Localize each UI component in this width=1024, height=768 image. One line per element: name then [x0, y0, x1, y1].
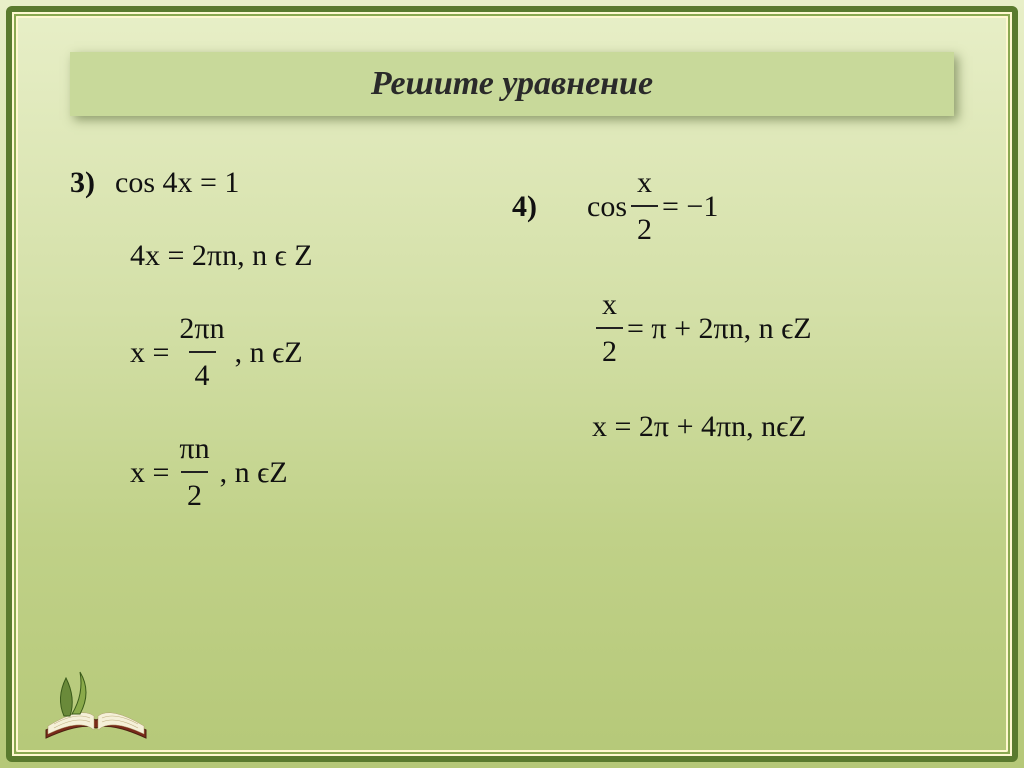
problem-4-line1: 4) cos x 2 = −1: [512, 160, 954, 252]
eq4-fraction: πn 2: [173, 426, 215, 518]
eq3-fraction: 2πn 4: [173, 306, 230, 398]
eq3-denominator: 4: [189, 351, 216, 398]
problem-4-line2: x 2 = π + 2πn, n ϵZ: [512, 282, 954, 374]
r-eq1-post: = −1: [662, 184, 718, 229]
r-eq2-fraction: x 2: [596, 282, 623, 374]
column-right: 4) cos x 2 = −1 x 2 = π + 2πn, n ϵZ x = …: [512, 160, 954, 708]
r-eq2-post: = π + 2πn, n ϵZ: [627, 306, 812, 351]
title-bar: Решите уравнение: [70, 52, 954, 116]
r-eq2-denominator: 2: [596, 327, 623, 374]
eq4-post: , n ϵZ: [220, 450, 288, 495]
problem-3-line4: x = πn 2 , n ϵZ: [70, 426, 512, 518]
problem-3-label: 3): [70, 160, 95, 205]
problem-4-label: 4): [512, 184, 537, 229]
r-eq1-pre: cos: [587, 184, 627, 229]
eq3-post: , n ϵZ: [235, 330, 303, 375]
eq3-numerator: 2πn: [173, 306, 230, 351]
column-left: 3) cos 4x = 1 4x = 2πn, n ϵ Z x = 2πn 4 …: [70, 160, 512, 708]
r-eq1-denominator: 2: [631, 205, 658, 252]
eq4-pre: x =: [130, 450, 169, 495]
problem-3-eq2: 4x = 2πn, n ϵ Z: [130, 233, 313, 278]
problem-3-line2: 4x = 2πn, n ϵ Z: [70, 233, 512, 278]
page-title: Решите уравнение: [371, 65, 653, 103]
r-eq3: x = 2π + 4πn, nϵZ: [592, 404, 807, 449]
content-area: 3) cos 4x = 1 4x = 2πn, n ϵ Z x = 2πn 4 …: [70, 160, 954, 708]
eq3-pre: x =: [130, 330, 169, 375]
r-eq1-fraction: x 2: [631, 160, 658, 252]
problem-3-eq1: cos 4x = 1: [115, 160, 239, 205]
problem-3-line3: x = 2πn 4 , n ϵZ: [70, 306, 512, 398]
eq4-numerator: πn: [173, 426, 215, 471]
open-book-icon: [36, 658, 156, 748]
r-eq1-numerator: x: [631, 160, 658, 205]
r-eq2-numerator: x: [596, 282, 623, 327]
problem-4-line3: x = 2π + 4πn, nϵZ: [512, 404, 954, 449]
problem-3-line1: 3) cos 4x = 1: [70, 160, 512, 205]
eq4-denominator: 2: [181, 471, 208, 518]
